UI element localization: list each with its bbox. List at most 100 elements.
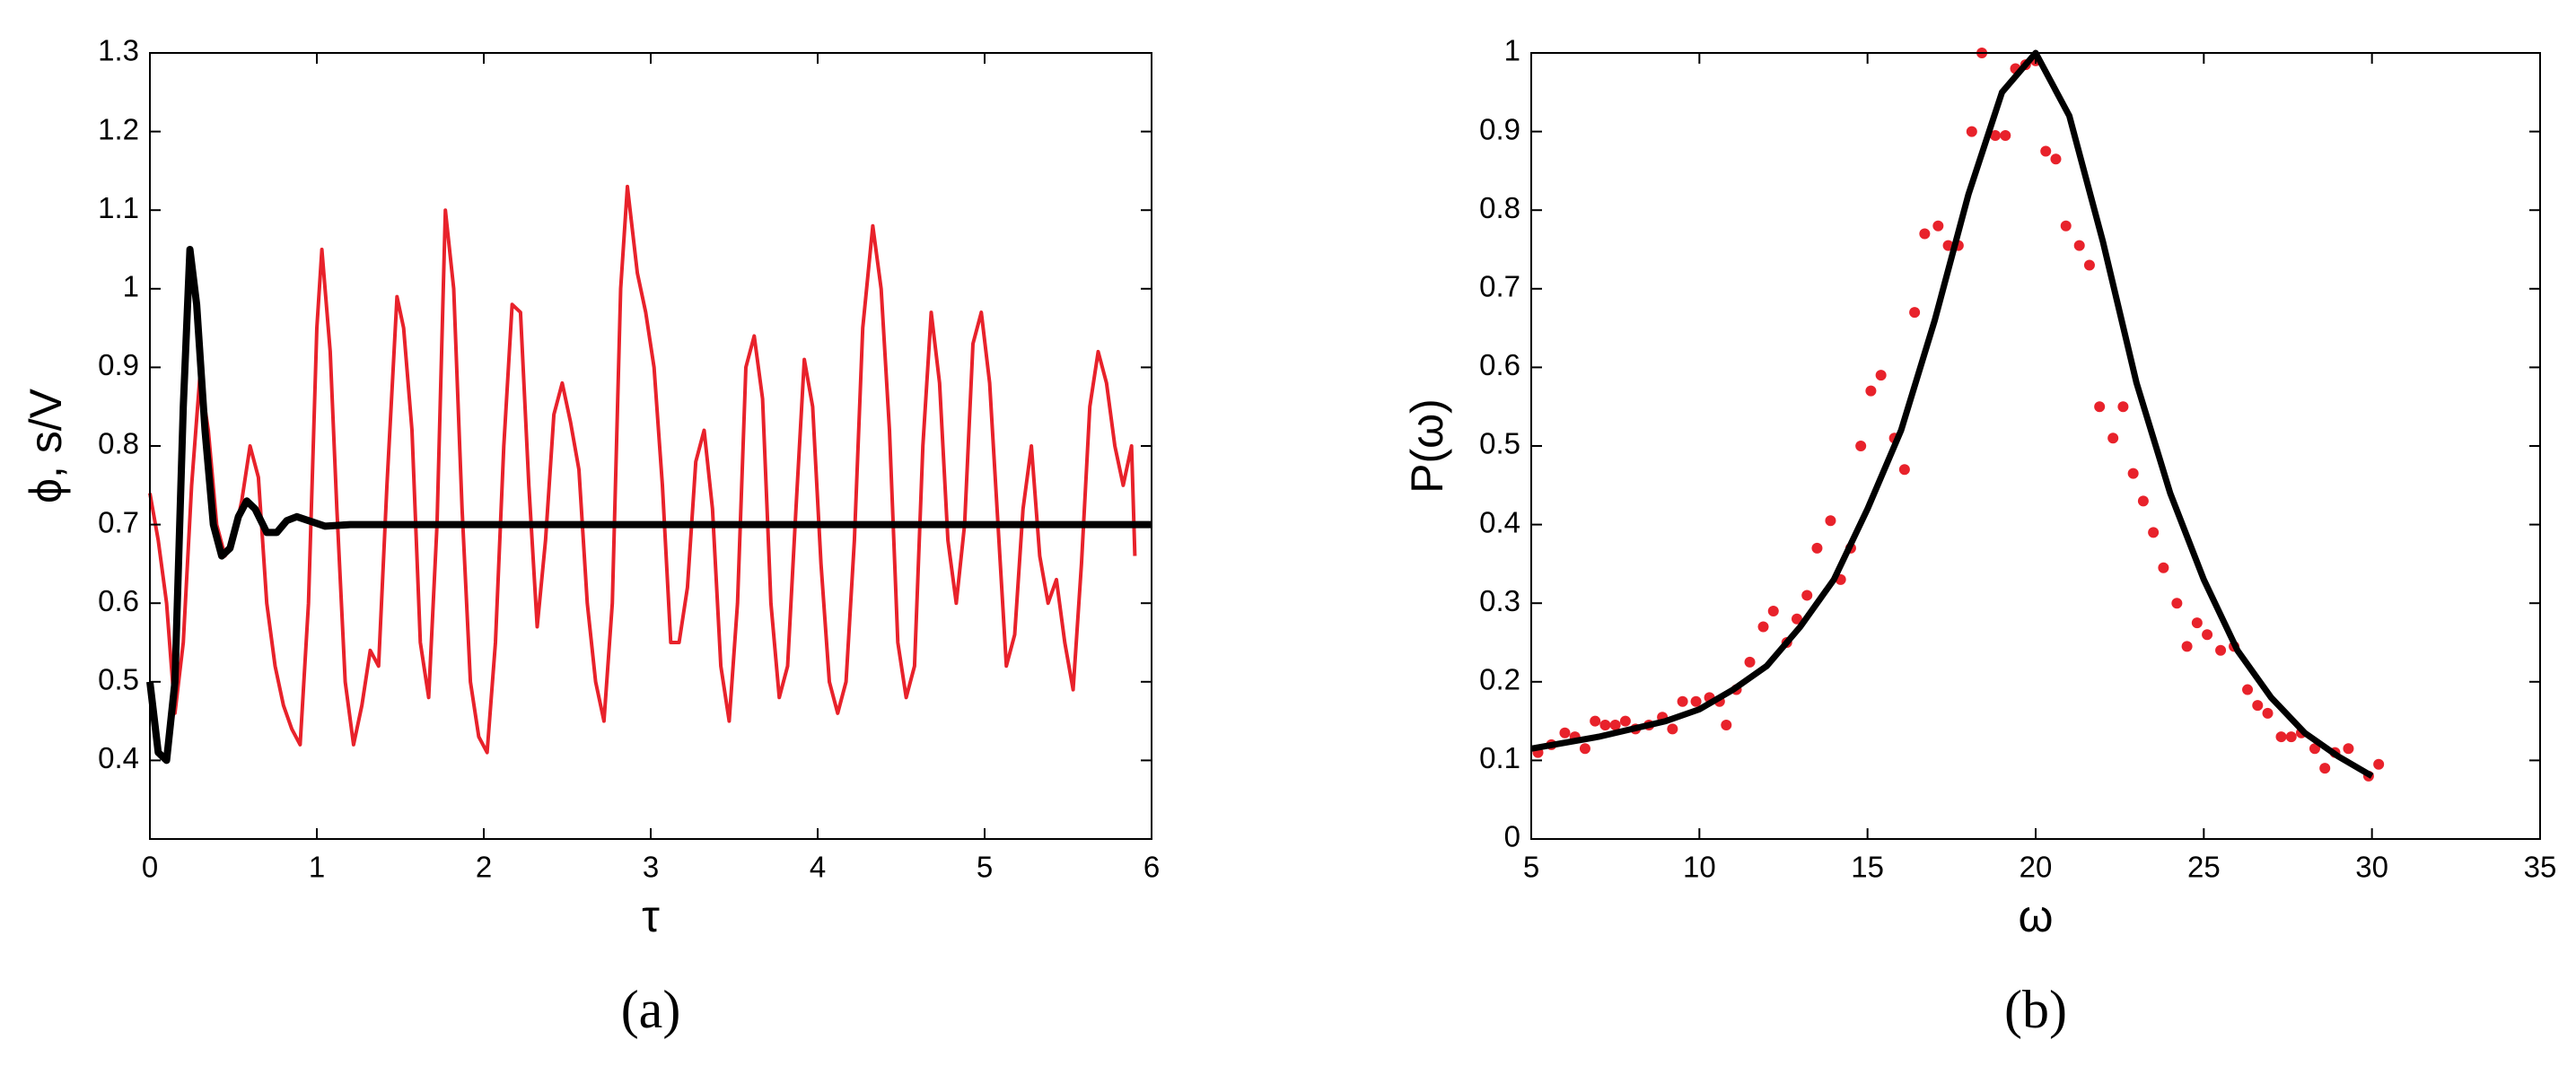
data-point bbox=[2127, 468, 2139, 479]
x-axis-label: τ bbox=[642, 891, 660, 941]
data-point bbox=[1801, 590, 1813, 601]
x-tick-label: 2 bbox=[476, 851, 492, 884]
y-tick-label: 0.7 bbox=[98, 505, 139, 538]
y-tick-label: 0.7 bbox=[1479, 270, 1520, 303]
data-point bbox=[1579, 743, 1590, 755]
data-point bbox=[2252, 700, 2264, 712]
data-point bbox=[1619, 715, 1631, 727]
x-tick-label: 15 bbox=[1851, 851, 1884, 884]
y-tick-label: 1 bbox=[123, 270, 139, 303]
x-tick-label: 6 bbox=[1143, 851, 1160, 884]
data-point bbox=[1855, 441, 1867, 451]
data-point bbox=[1791, 613, 1802, 625]
y-tick-label: 0.5 bbox=[98, 663, 139, 696]
data-point bbox=[1767, 605, 1779, 616]
y-tick-label: 0.9 bbox=[98, 348, 139, 381]
data-point bbox=[1744, 656, 1756, 668]
data-point bbox=[1677, 695, 1688, 707]
data-point bbox=[2137, 495, 2149, 507]
data-line bbox=[146, 246, 1152, 765]
data-point bbox=[1825, 515, 1836, 527]
y-tick-label: 0.4 bbox=[1479, 505, 1520, 538]
y-tick-label: 1.3 bbox=[98, 34, 139, 67]
x-tick-label: 30 bbox=[2355, 851, 2388, 884]
data-point bbox=[2373, 758, 2385, 770]
data-point bbox=[2319, 763, 2331, 774]
plot-area bbox=[1531, 53, 2540, 839]
y-tick-label: 0.8 bbox=[1479, 191, 1520, 224]
y-axis-label: P(ω) bbox=[1402, 398, 1452, 494]
data-point bbox=[2107, 433, 2119, 444]
x-tick-label: 0 bbox=[142, 851, 158, 884]
data-point bbox=[1909, 307, 1921, 319]
data-point bbox=[2117, 401, 2129, 413]
data-point bbox=[2275, 731, 2287, 743]
data-point bbox=[2181, 641, 2193, 652]
data-point bbox=[2285, 731, 2297, 743]
x-tick-label: 25 bbox=[2187, 851, 2221, 884]
data-point bbox=[2171, 598, 2183, 609]
y-tick-label: 1.1 bbox=[98, 191, 139, 224]
y-tick-label: 0.9 bbox=[1479, 112, 1520, 145]
data-point bbox=[1966, 126, 1977, 137]
x-tick-label: 3 bbox=[643, 851, 659, 884]
x-tick-label: 5 bbox=[1523, 851, 1539, 884]
y-tick-label: 1 bbox=[1504, 34, 1520, 67]
y-tick-label: 0.3 bbox=[1479, 584, 1520, 617]
x-tick-label: 10 bbox=[1683, 851, 1716, 884]
data-point bbox=[2202, 629, 2213, 641]
data-point bbox=[1919, 228, 1931, 240]
data-point bbox=[1690, 695, 1702, 707]
data-point bbox=[1811, 542, 1823, 554]
x-tick-label: 4 bbox=[810, 851, 826, 884]
data-point bbox=[2309, 743, 2320, 755]
data-point bbox=[2158, 562, 2169, 573]
data-point bbox=[2343, 743, 2354, 755]
data-point bbox=[2050, 153, 2062, 165]
data-point bbox=[2242, 684, 2254, 695]
data-point bbox=[1667, 723, 1678, 735]
data-line bbox=[148, 184, 1137, 755]
data-point bbox=[2148, 527, 2160, 538]
plot-area bbox=[150, 53, 1152, 839]
data-point bbox=[2000, 129, 2011, 141]
data-point bbox=[1865, 385, 1877, 397]
data-point bbox=[1590, 715, 1601, 727]
x-tick-label: 1 bbox=[309, 851, 325, 884]
panel-label: (a) bbox=[621, 980, 681, 1039]
data-point bbox=[2094, 401, 2106, 413]
data-point bbox=[1757, 621, 1769, 633]
y-tick-label: 1.2 bbox=[98, 112, 139, 145]
data-point bbox=[2262, 707, 2274, 719]
y-tick-label: 0.6 bbox=[1479, 348, 1520, 381]
x-tick-label: 35 bbox=[2524, 851, 2557, 884]
data-point bbox=[2060, 220, 2072, 232]
data-point bbox=[1932, 220, 1944, 232]
y-axis-label: ϕ, s/V bbox=[21, 388, 71, 503]
data-point bbox=[2215, 644, 2227, 656]
x-tick-label: 20 bbox=[2020, 851, 2053, 884]
data-point bbox=[1599, 719, 1611, 730]
data-point bbox=[1609, 719, 1621, 730]
data-point bbox=[1990, 129, 2002, 141]
y-tick-label: 0.5 bbox=[1479, 427, 1520, 460]
data-point bbox=[1898, 464, 1910, 476]
y-tick-label: 0.4 bbox=[98, 741, 139, 774]
y-tick-label: 0.8 bbox=[98, 427, 139, 460]
panel-label: (b) bbox=[2004, 980, 2067, 1039]
data-point bbox=[2191, 617, 2203, 629]
x-tick-label: 5 bbox=[977, 851, 993, 884]
data-point bbox=[1721, 719, 1732, 730]
data-point bbox=[1875, 370, 1887, 381]
y-tick-label: 0.6 bbox=[98, 584, 139, 617]
y-tick-label: 0.1 bbox=[1479, 741, 1520, 774]
data-line bbox=[1530, 49, 2374, 779]
data-point bbox=[2083, 259, 2095, 271]
y-tick-label: 0.2 bbox=[1479, 663, 1520, 696]
data-point bbox=[1559, 727, 1571, 739]
data-point bbox=[2073, 240, 2085, 251]
y-tick-label: 0 bbox=[1504, 820, 1520, 853]
data-point bbox=[2040, 145, 2052, 157]
x-axis-label: ω bbox=[2018, 891, 2053, 941]
